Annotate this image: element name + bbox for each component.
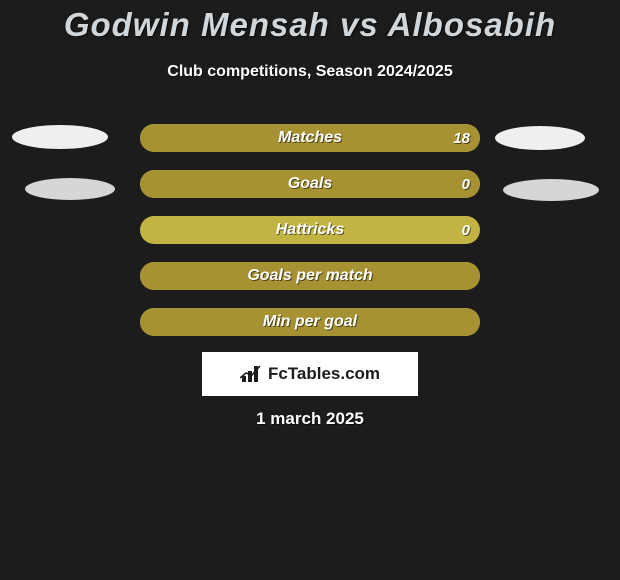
stat-bar: Matches18 bbox=[140, 124, 480, 152]
snapshot-date: 1 march 2025 bbox=[0, 409, 620, 429]
decorative-ellipse bbox=[503, 179, 599, 201]
page-title: Godwin Mensah vs Albosabih bbox=[0, 6, 620, 44]
stat-bar: Min per goal bbox=[140, 308, 480, 336]
stat-bar-value: 0 bbox=[462, 170, 470, 198]
brand-badge: FcTables.com bbox=[202, 352, 418, 396]
stat-bar-value: 0 bbox=[462, 216, 470, 244]
subtitle: Club competitions, Season 2024/2025 bbox=[0, 63, 620, 81]
stat-bar-label: Goals bbox=[140, 170, 480, 198]
stats-comparison-infographic: Godwin Mensah vs Albosabih Club competit… bbox=[0, 0, 620, 580]
decorative-ellipse bbox=[12, 125, 108, 149]
stat-bar-label: Hattricks bbox=[140, 216, 480, 244]
bar-chart-icon bbox=[240, 364, 262, 384]
stat-bars: Matches18Goals0Hattricks0Goals per match… bbox=[140, 124, 480, 354]
stat-bar-label: Matches bbox=[140, 124, 480, 152]
stat-bar-value: 18 bbox=[453, 124, 470, 152]
stat-bar: Goals0 bbox=[140, 170, 480, 198]
stat-bar-label: Min per goal bbox=[140, 308, 480, 336]
brand-text: FcTables.com bbox=[268, 364, 380, 384]
decorative-ellipse bbox=[495, 126, 585, 150]
stat-bar: Hattricks0 bbox=[140, 216, 480, 244]
decorative-ellipse bbox=[25, 178, 115, 200]
stat-bar: Goals per match bbox=[140, 262, 480, 290]
stat-bar-label: Goals per match bbox=[140, 262, 480, 290]
